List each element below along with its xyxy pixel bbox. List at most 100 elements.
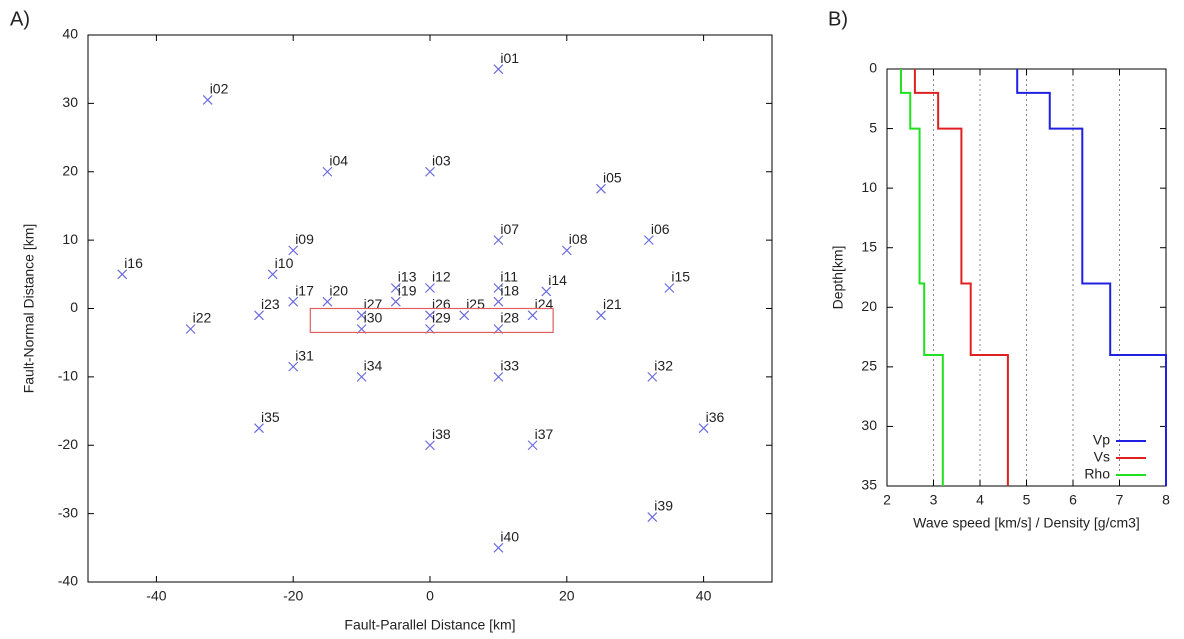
station-label: i37 [535, 426, 554, 442]
station-label: i36 [706, 409, 725, 425]
station-marker [322, 166, 333, 177]
y-tick-label: 20 [62, 162, 78, 178]
x-tick-label: 40 [696, 588, 712, 604]
station-marker [425, 440, 435, 451]
plot-frame [886, 68, 1167, 487]
station-marker [527, 440, 538, 451]
station-marker [425, 166, 435, 177]
station-marker [493, 283, 504, 293]
station-label: i25 [466, 296, 485, 312]
station-marker [322, 296, 333, 307]
x-tick-label: -40 [146, 588, 166, 604]
x-tick-label: 5 [1023, 492, 1031, 508]
station-marker [288, 245, 299, 256]
station-marker [596, 310, 606, 321]
x-tick-label: -20 [283, 588, 303, 604]
station-marker [493, 542, 504, 553]
station-marker [356, 371, 367, 382]
y-axis-title: Depth[km] [830, 246, 846, 310]
station-label: i21 [603, 296, 622, 312]
station-label: i17 [295, 282, 314, 298]
x-tick-label: 6 [1069, 492, 1077, 508]
station-marker [459, 310, 470, 321]
station-marker [698, 423, 709, 434]
station-label: i34 [364, 358, 383, 374]
station-label: i23 [261, 296, 280, 312]
station-label: i04 [329, 152, 348, 168]
station-label: i11 [500, 269, 518, 285]
station-label: i19 [398, 282, 417, 298]
station-label: i10 [275, 255, 294, 271]
station-marker [493, 296, 504, 307]
y-tick-label: 10 [861, 179, 877, 195]
station-label: i09 [295, 231, 314, 247]
y-tick-label: 0 [70, 299, 78, 315]
station-label: i31 [295, 347, 314, 363]
station-marker [425, 283, 435, 293]
station-marker [267, 269, 278, 280]
y-tick-label: 30 [861, 417, 877, 433]
y-tick-label: 10 [62, 231, 78, 247]
y-tick-label: 5 [869, 119, 877, 135]
y-tick-label: 15 [861, 238, 877, 254]
y-tick-label: 0 [869, 60, 877, 76]
fault-plane [309, 307, 554, 334]
profile-line [913, 69, 1009, 486]
y-tick-label: -10 [58, 368, 78, 384]
station-marker [202, 95, 213, 105]
station-label: i12 [432, 269, 451, 285]
station-label: i39 [654, 498, 673, 514]
legend-label: Rho [1084, 466, 1110, 482]
station-label: i16 [124, 255, 143, 271]
profile-line [899, 69, 944, 486]
station-marker [425, 310, 435, 321]
station-label: i38 [432, 426, 451, 442]
station-label: i15 [671, 269, 690, 285]
station-label: i05 [603, 170, 622, 186]
station-marker [493, 64, 504, 75]
x-axis-title: Wave speed [km/s] / Density [g/cm3] [913, 515, 1140, 531]
station-marker [596, 183, 606, 194]
legend-label: Vs [1094, 449, 1110, 465]
y-tick-label: -30 [58, 504, 78, 520]
station-label: i30 [364, 310, 383, 326]
x-tick-label: 3 [930, 492, 938, 508]
y-tick-label: 30 [62, 94, 78, 110]
station-marker [643, 235, 654, 246]
station-label: i13 [398, 269, 417, 285]
profile-line [1016, 69, 1167, 486]
x-tick-label: 4 [976, 492, 984, 508]
station-marker [288, 361, 299, 372]
station-label: i02 [210, 81, 229, 97]
station-marker [185, 324, 196, 334]
y-tick-label: -40 [58, 573, 78, 589]
y-tick-label: 35 [861, 477, 877, 493]
panel-label: A) [10, 8, 30, 30]
x-tick-label: 20 [559, 588, 575, 604]
station-marker [541, 286, 552, 297]
station-label: i24 [535, 296, 554, 312]
station-marker [254, 310, 264, 321]
legend-label: Vp [1093, 432, 1110, 448]
station-label: i03 [432, 152, 451, 168]
x-tick-label: 8 [1162, 492, 1170, 508]
station-marker [117, 269, 128, 280]
station-marker [254, 423, 264, 434]
station-label: i20 [329, 282, 348, 298]
station-label: i33 [500, 358, 519, 374]
station-marker [493, 371, 504, 382]
station-marker [288, 296, 299, 307]
station-marker [390, 283, 401, 293]
station-label: i07 [500, 221, 519, 237]
station-marker [561, 245, 572, 256]
station-marker [390, 296, 401, 307]
station-marker [664, 283, 675, 293]
station-label: i08 [569, 231, 588, 247]
y-tick-label: -20 [58, 436, 78, 452]
station-label: i22 [193, 310, 212, 326]
station-label: i18 [500, 282, 519, 298]
station-label: i06 [651, 221, 670, 237]
station-marker [647, 371, 658, 382]
